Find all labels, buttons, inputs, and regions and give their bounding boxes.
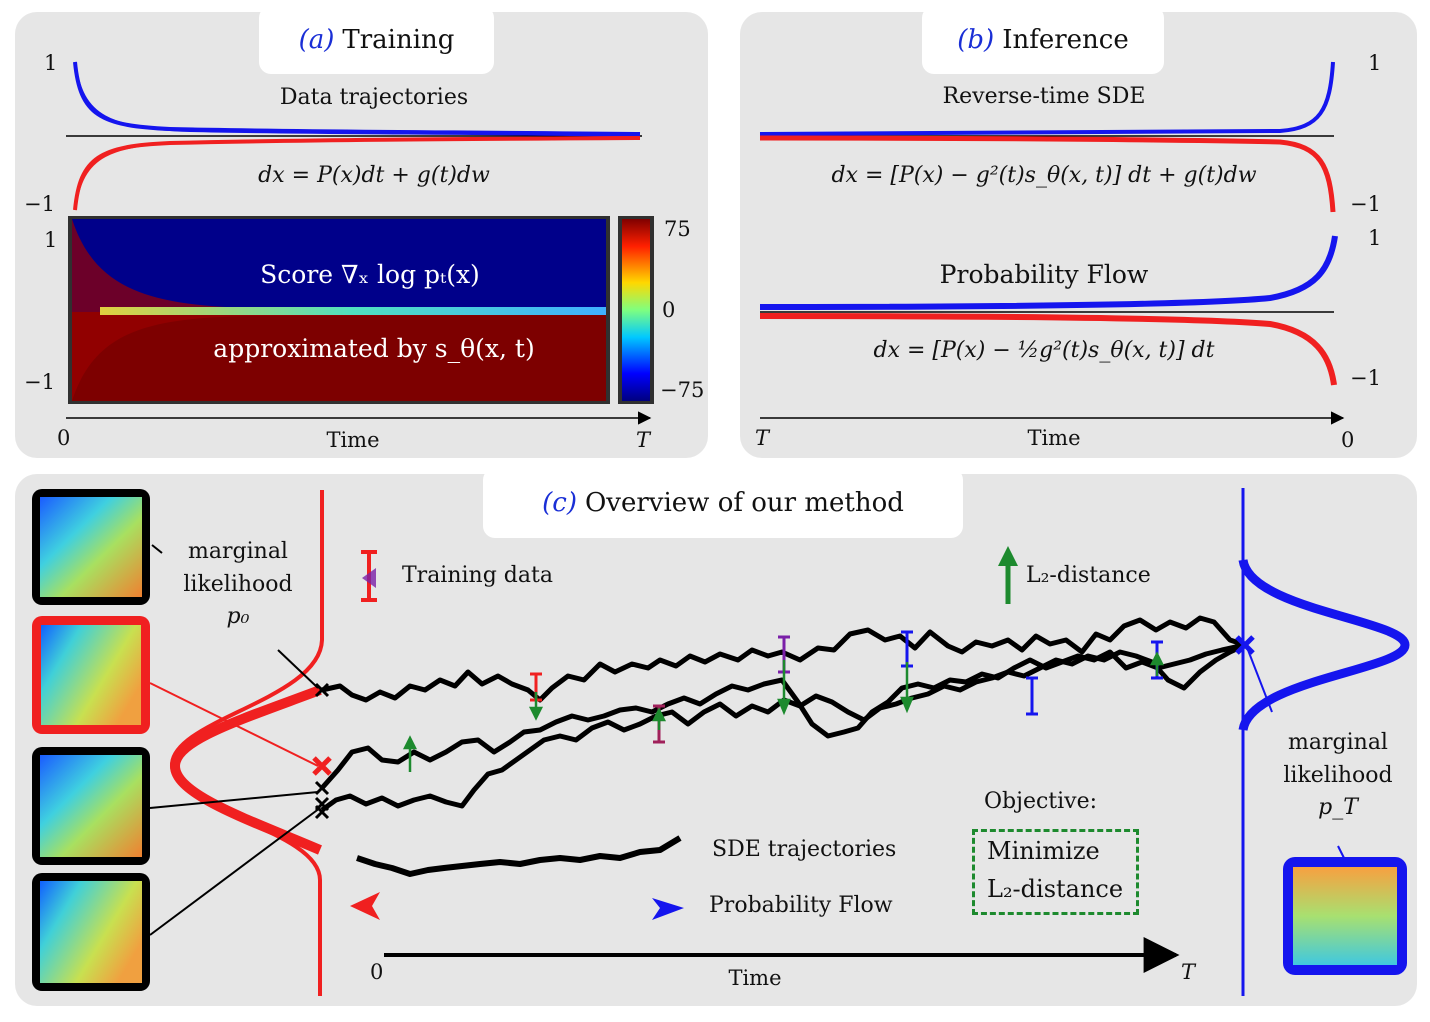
b-sde-equation: dx = [P(x) − g²(t)s_θ(x, t)] dt + g(t)dw bbox=[831, 163, 1257, 188]
p0-label-line2: likelihood bbox=[183, 572, 293, 597]
objective-line2: L₂-distance bbox=[987, 875, 1124, 903]
sample-image-3 bbox=[40, 755, 142, 857]
a-heat-y-bottom: −1 bbox=[24, 370, 55, 394]
tab-letter-a: (a) bbox=[298, 25, 335, 55]
connector-sample-2 bbox=[149, 682, 319, 767]
sde-trajectory-1 bbox=[321, 615, 1246, 703]
legend-training-label: Training data bbox=[402, 563, 553, 588]
a-trajectories-label: Data trajectories bbox=[279, 85, 469, 110]
legend-sde-label: SDE trajectories bbox=[712, 837, 897, 862]
pT-sample-connector bbox=[1337, 845, 1345, 859]
pT-density bbox=[1238, 558, 1410, 732]
pT-label-line2: likelihood bbox=[1283, 763, 1393, 788]
pT-label-line3: p_T bbox=[1318, 795, 1358, 820]
b-axis-end: 0 bbox=[1341, 428, 1355, 452]
heatmap-band bbox=[100, 307, 606, 315]
tab-title-overview: Overview of our method bbox=[584, 488, 904, 518]
legend-l2-arrowhead bbox=[998, 546, 1018, 566]
legend-training-icon-mark bbox=[362, 568, 376, 588]
c-axis-label: Time bbox=[728, 966, 782, 990]
tab-letter-c: (c) bbox=[542, 488, 577, 518]
b-flow-label: Probability Flow bbox=[939, 260, 1149, 289]
colorbar bbox=[622, 219, 650, 401]
sde-blue bbox=[759, 61, 1335, 136]
c-axis-start: 0 bbox=[370, 960, 384, 984]
tab-training: (a) Training bbox=[259, 6, 494, 74]
a-axis-label: Time bbox=[326, 428, 380, 452]
flow-red bbox=[759, 313, 1337, 386]
sample-image-1 bbox=[40, 497, 142, 597]
a-equation: dx = P(x)dt + g(t)dw bbox=[258, 163, 490, 188]
a-heat-y-top: 1 bbox=[44, 228, 58, 252]
sde-trajectory-3 bbox=[320, 642, 1247, 813]
pT-label-line1: marginal bbox=[1288, 730, 1388, 755]
legend-l2-label: L₂-distance bbox=[1026, 563, 1151, 588]
sample-image-2 bbox=[41, 625, 141, 725]
b-flow-equation: dx = [P(x) − ½g²(t)s_θ(x, t)] dt bbox=[873, 338, 1215, 363]
trajectory-blue-a bbox=[73, 61, 641, 136]
b-sde-label: Reverse-time SDE bbox=[942, 84, 1146, 109]
legend-flow-label: Probability Flow bbox=[709, 893, 893, 918]
a-heatmap-line2: approximated by s_θ(x, t) bbox=[213, 334, 535, 363]
start-marker-red bbox=[312, 756, 332, 776]
connector-sample-3 bbox=[149, 791, 319, 809]
trajectory-blue-a-2 bbox=[74, 61, 641, 137]
tab-title-training: Training bbox=[342, 25, 455, 55]
connector-p0-label bbox=[151, 544, 163, 554]
tab-overview: (c) Overview of our method bbox=[483, 468, 963, 538]
colorbar-mid-label: 0 bbox=[662, 298, 676, 322]
objective-title: Objective: bbox=[984, 789, 1098, 814]
training-data-bars bbox=[530, 630, 1163, 744]
a-axis-start: 0 bbox=[57, 426, 71, 450]
b-flow-y-top: 1 bbox=[1368, 226, 1382, 250]
tab-letter-b: (b) bbox=[957, 25, 995, 55]
tab-title-inference: Inference bbox=[1002, 25, 1129, 55]
end-marker-blue bbox=[1235, 635, 1255, 655]
trajectory-red-a-2 bbox=[74, 136, 641, 211]
a-y-top: 1 bbox=[44, 51, 58, 75]
colorbar-min-label: −75 bbox=[660, 378, 705, 402]
pT-sample-image bbox=[1293, 867, 1397, 965]
objective-box: Minimize L₂-distance bbox=[972, 829, 1139, 915]
p0-density bbox=[169, 685, 322, 855]
a-heatmap-line1: Score ∇ₓ log pₜ(x) bbox=[260, 260, 480, 289]
connector-pT-label bbox=[1247, 649, 1273, 713]
heatmap-top-region bbox=[72, 219, 606, 312]
panel-inference bbox=[740, 12, 1417, 458]
sde-red bbox=[759, 135, 1336, 213]
a-y-bottom: −1 bbox=[24, 192, 55, 216]
tab-inference: (b) Inference bbox=[922, 6, 1164, 74]
c-axis-end: T bbox=[1181, 960, 1196, 984]
p0-label-line1: marginal bbox=[188, 539, 288, 564]
b-axis-label: Time bbox=[1027, 426, 1081, 450]
connector-sample-4 bbox=[149, 807, 321, 936]
legend-sde-icon bbox=[356, 835, 682, 877]
legend-flow-icon bbox=[652, 898, 684, 920]
a-axis-end: T bbox=[636, 428, 651, 452]
panel-overview bbox=[15, 474, 1417, 1006]
b-sde-y-bottom: −1 bbox=[1350, 192, 1381, 216]
flow-blue bbox=[759, 235, 1338, 310]
legend-sde-arrowhead bbox=[350, 892, 380, 920]
b-axis-start: T bbox=[755, 426, 770, 450]
sample-image-4 bbox=[40, 881, 142, 983]
l2-arrows bbox=[402, 651, 1165, 772]
colorbar-max-label: 75 bbox=[664, 217, 691, 241]
connector-p0-start bbox=[277, 649, 319, 689]
objective-line1: Minimize bbox=[987, 837, 1100, 865]
b-flow-y-bottom: −1 bbox=[1350, 366, 1381, 390]
p0-label-line3: p₀ bbox=[226, 604, 250, 629]
start-markers bbox=[314, 682, 330, 820]
b-sde-y-top: 1 bbox=[1368, 51, 1382, 75]
heatmap-bottom-region bbox=[72, 312, 606, 401]
